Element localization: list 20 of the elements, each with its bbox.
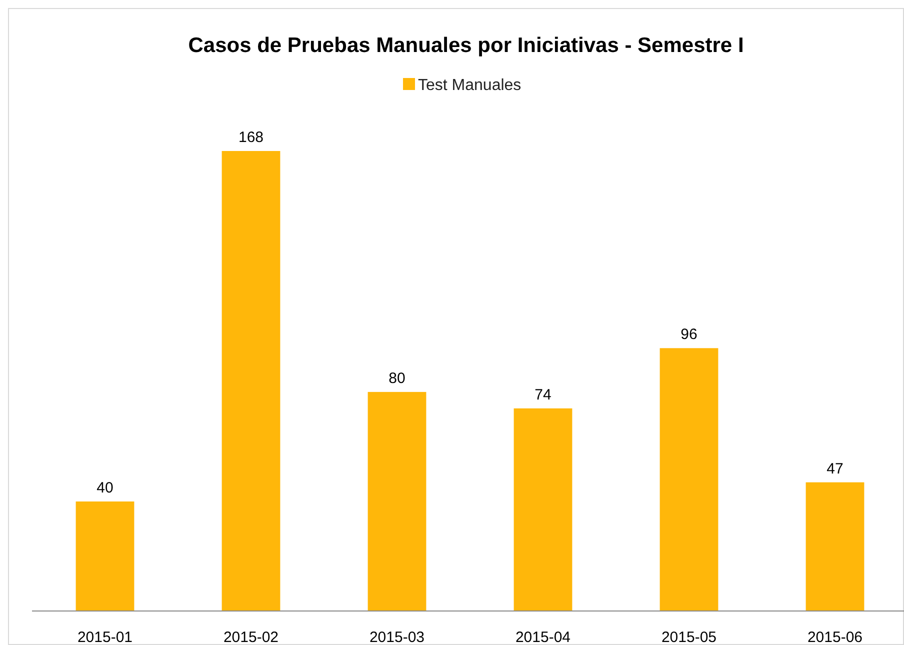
- data-label: 80: [388, 370, 406, 387]
- x-tick-label: 2015-01: [77, 629, 133, 645]
- bar: [76, 501, 134, 611]
- data-label: 96: [680, 326, 698, 344]
- x-tick-label: 2015-05: [661, 629, 717, 645]
- legend-label: Test Manuales: [418, 77, 522, 94]
- x-tick-label: 2015-06: [807, 629, 863, 645]
- bar: [660, 348, 718, 611]
- x-tick-label: 2015-03: [369, 629, 425, 645]
- bar: [514, 408, 572, 611]
- chart-title: Casos de Pruebas Manuales por Iniciativas - Semestre I: [188, 34, 744, 57]
- bar: [368, 392, 426, 611]
- data-label: 168: [238, 129, 264, 146]
- data-label: 40: [96, 479, 114, 496]
- bar: [222, 151, 280, 611]
- bar: [806, 482, 864, 611]
- data-label: 74: [534, 386, 552, 404]
- x-tick-label: 2015-02: [223, 629, 279, 645]
- x-tick-label: 2015-04: [515, 629, 571, 645]
- data-label: 47: [826, 460, 844, 478]
